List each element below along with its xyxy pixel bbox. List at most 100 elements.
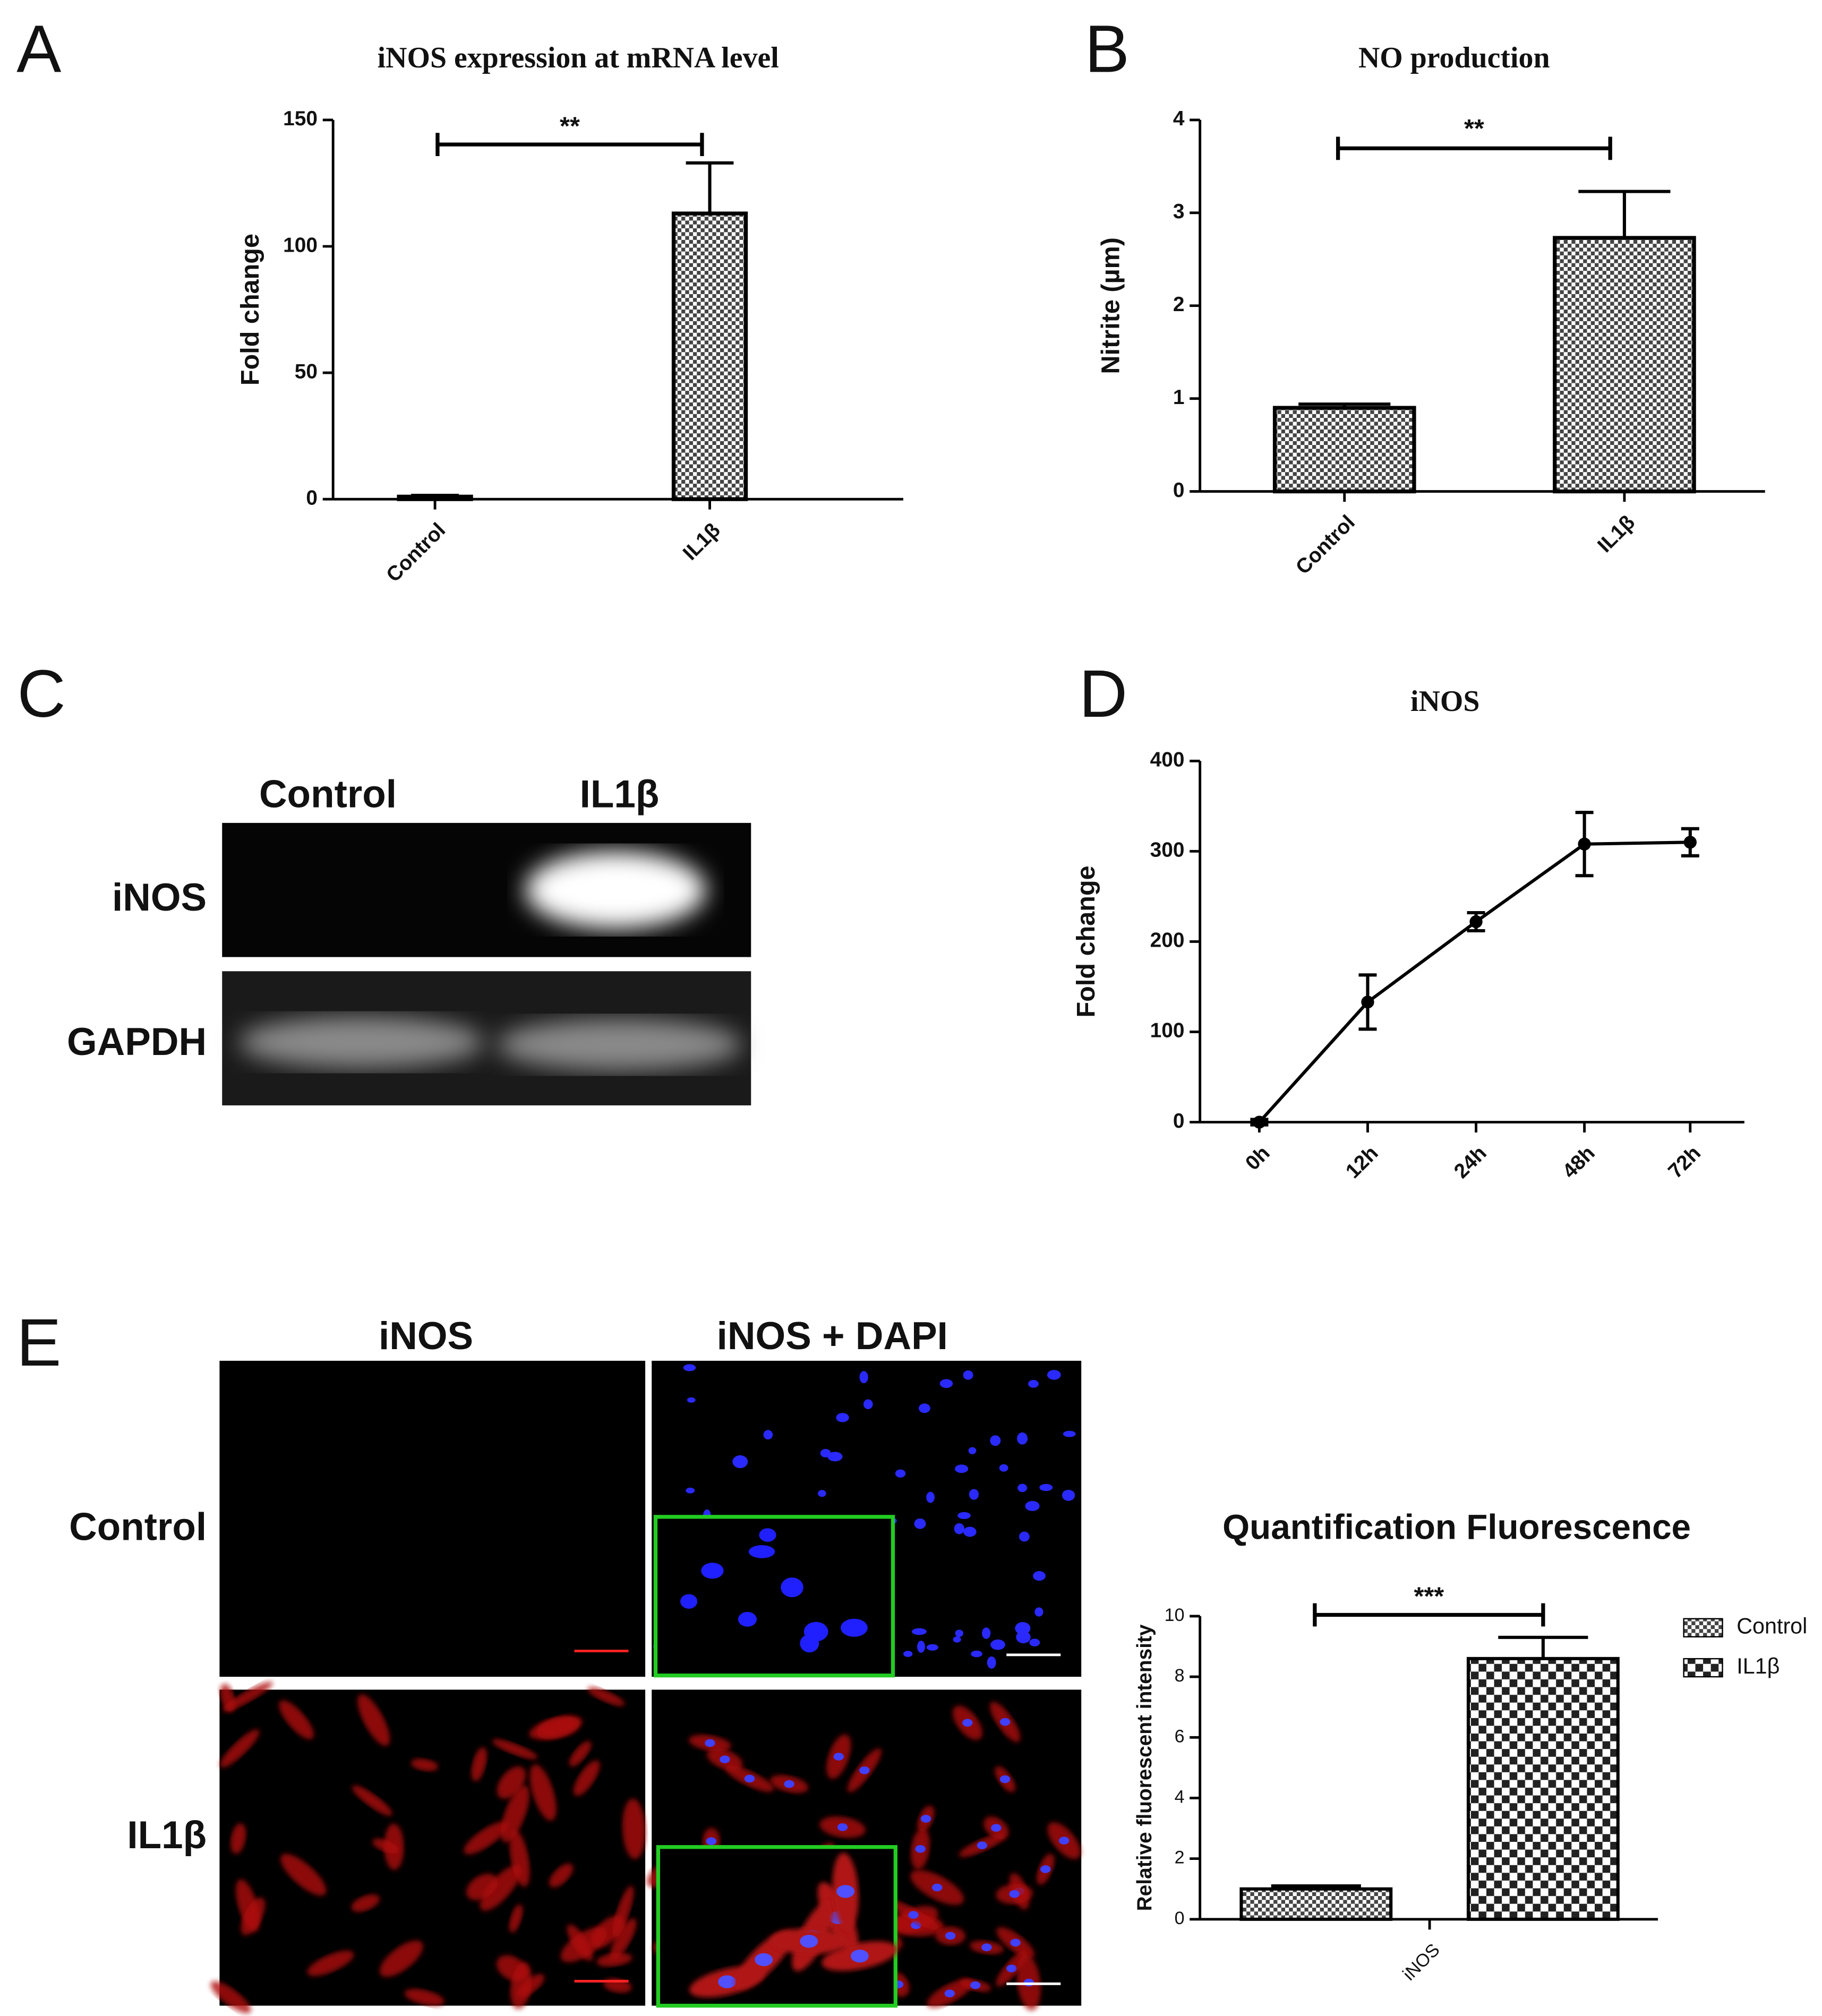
nucleus: [1015, 1622, 1031, 1635]
nucleus: [977, 1841, 988, 1849]
cell: [622, 1798, 646, 1859]
nucleus: [833, 1753, 844, 1761]
y-tick-label: 200: [1150, 929, 1185, 952]
cell: [279, 1700, 314, 1739]
nucleus: [981, 1943, 992, 1951]
chart-title: Quantification Fluorescence: [1222, 1507, 1691, 1546]
nucleus: [1029, 1638, 1040, 1646]
cell: [210, 1981, 251, 2013]
nucleus: [686, 1487, 695, 1494]
bar: [1553, 236, 1696, 494]
nucleus: [863, 1399, 873, 1410]
nucleus: [748, 1545, 775, 1558]
fluorescence-images: [210, 1360, 1082, 2013]
nucleus: [759, 1528, 776, 1542]
bar: [1466, 1657, 1620, 1921]
cell: [351, 1894, 380, 1912]
nucleus: [1062, 1489, 1075, 1501]
y-axis-label: Fold change: [1072, 865, 1100, 1017]
cell: [610, 1918, 637, 1960]
nucleus: [999, 1464, 1008, 1472]
y-tick-label: 4: [1175, 1787, 1185, 1807]
bar: [397, 494, 473, 501]
point: [1361, 996, 1374, 1009]
y-tick-label: 150: [283, 107, 318, 130]
nucleus: [800, 1935, 818, 1948]
nucleus: [963, 1526, 977, 1537]
nucleus: [1058, 1837, 1070, 1845]
nucleus: [818, 1490, 826, 1497]
image-row: Control: [69, 1505, 207, 1548]
nucleus: [963, 1370, 973, 1380]
nucleus: [1039, 1483, 1053, 1491]
y-tick-label: 1: [1173, 386, 1185, 409]
y-tick-label: 100: [283, 234, 318, 256]
significance-label: ***: [1414, 1582, 1444, 1611]
nucleus: [990, 1435, 1001, 1446]
cell: [372, 1838, 399, 1854]
cell: [230, 1823, 246, 1854]
nucleus: [914, 1518, 926, 1529]
nucleus: [705, 1739, 715, 1747]
y-axis-label: Nitrite (µm): [1096, 237, 1125, 374]
line: [1258, 840, 1690, 1123]
x-tick-label: 24h: [1450, 1142, 1491, 1183]
inset: [656, 1845, 897, 2008]
point: [1683, 836, 1697, 849]
nucleus: [931, 1883, 943, 1892]
nucleus: [1063, 1430, 1076, 1437]
nucleus: [720, 1755, 730, 1763]
y-tick-label: 3: [1173, 200, 1185, 223]
cell: [596, 1953, 632, 1967]
point: [1469, 915, 1483, 929]
nucleus: [718, 1975, 737, 1988]
nucleus: [945, 1932, 956, 1940]
nucleus: [953, 1636, 961, 1643]
blot: [222, 822, 751, 1105]
nucleus: [755, 1953, 773, 1967]
cell: [510, 1962, 532, 2009]
nucleus: [954, 1523, 965, 1534]
cell: [280, 1854, 327, 1896]
y-tick-label: 0: [1173, 479, 1185, 502]
cell: [612, 1885, 634, 1938]
y-tick-label: 10: [1165, 1605, 1185, 1625]
nucleus: [982, 1627, 991, 1639]
y-tick-label: 50: [295, 360, 318, 383]
y-tick-label: 0: [1173, 1110, 1185, 1133]
panel-letter: E: [16, 1305, 61, 1380]
point: [1578, 837, 1591, 851]
y-tick-label: 0: [1175, 1908, 1185, 1928]
y-tick-label: 8: [1175, 1666, 1185, 1686]
nucleus: [850, 1950, 869, 1963]
x-tick-label: IL1β: [1593, 511, 1639, 557]
nucleus: [911, 1628, 927, 1635]
blot-row: iNOS: [112, 876, 207, 919]
panel-letter: C: [18, 656, 66, 731]
y-axis-label: Relative fluorescent intensity: [1133, 1624, 1156, 1911]
nucleus: [859, 1371, 868, 1384]
nucleus: [987, 1656, 996, 1669]
significance-label: **: [1464, 114, 1484, 143]
x-tick-label: iNOS: [1399, 1940, 1443, 1984]
cell: [573, 1760, 600, 1796]
nucleus: [915, 1845, 926, 1853]
nucleus: [687, 1397, 696, 1403]
nucleus: [859, 1766, 870, 1774]
y-tick-label: 2: [1173, 293, 1185, 316]
cell: [529, 1764, 557, 1821]
nucleus: [926, 1491, 935, 1503]
nucleus: [917, 1641, 925, 1653]
nucleus: [1028, 1380, 1039, 1388]
cell: [464, 1821, 508, 1855]
nucleus: [1010, 1938, 1021, 1947]
nucleus: [939, 1379, 953, 1388]
chart-title: iNOS expression at mRNA level: [378, 41, 779, 74]
nucleus: [944, 1989, 955, 1997]
cell: [380, 1940, 423, 1977]
nucleus: [1009, 1890, 1020, 1898]
nucleus: [970, 1981, 981, 1989]
y-tick-label: 6: [1175, 1726, 1185, 1746]
y-tick-label: 0: [306, 486, 318, 509]
nucleus: [1040, 1865, 1051, 1873]
